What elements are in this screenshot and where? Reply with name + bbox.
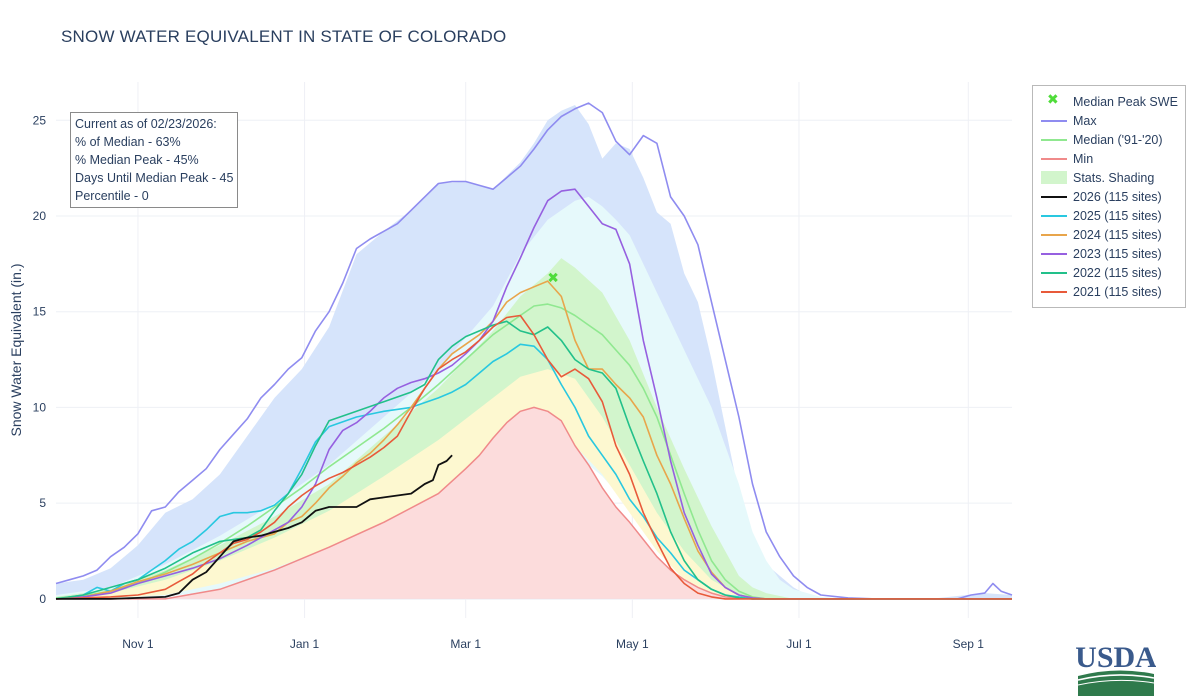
y-tick-label: 5 [39, 496, 46, 510]
legend-label: 2021 (115 sites) [1073, 284, 1162, 299]
legend-item[interactable]: 2025 (115 sites) [1033, 206, 1185, 225]
series-line-2024-115-sites [55, 280, 1012, 600]
series-line-max [55, 102, 1013, 600]
legend-swatch: ✖ [1039, 91, 1069, 111]
legend-swatch [1039, 149, 1069, 168]
legend-mark [1041, 234, 1067, 236]
y-tick-label: 25 [33, 113, 47, 127]
x-tick-label: Jan 1 [290, 637, 320, 651]
chart-legend: ✖ Median Peak SWE Max Median ('91-'20) Min St… [1032, 85, 1186, 308]
legend-mark [1041, 120, 1067, 122]
min-shading [56, 407, 1012, 599]
legend-swatch [1039, 244, 1069, 263]
legend-swatch [1039, 263, 1069, 282]
annotation-line: % of Median - 63% [75, 135, 181, 149]
legend-mark [1041, 158, 1067, 160]
legend-item[interactable]: 2023 (115 sites) [1033, 244, 1185, 263]
annotation-line: % Median Peak - 45% [75, 153, 199, 167]
legend-mark [1041, 171, 1067, 184]
annotation-line: Percentile - 0 [75, 189, 149, 203]
x-tick-label: Nov 1 [122, 637, 154, 651]
legend-item[interactable]: 2022 (115 sites) [1033, 263, 1185, 282]
annotation-line: Current as of 02/23/2026: [75, 117, 217, 131]
axes: 0 5 10 15 20 25 Nov 1 Jan 1 Mar 1 May 1 Jul 1 Sep 1… [8, 113, 984, 651]
x-tick-label: Jul 1 [786, 637, 812, 651]
x-marker-icon: ✖ [1047, 91, 1059, 107]
legend-label: 2026 (115 sites) [1073, 189, 1162, 204]
legend-item[interactable]: Max [1033, 111, 1185, 130]
x-tick-label: Mar 1 [450, 637, 481, 651]
chart-title: SNOW WATER EQUIVALENT IN STATE OF COLORA… [61, 27, 507, 46]
legend-mark [1041, 253, 1067, 255]
usda-logo-field-stripe [1077, 674, 1155, 681]
annotation-line: Days Until Median Peak - 45 [75, 171, 234, 185]
legend-item[interactable]: 2026 (115 sites) [1033, 187, 1185, 206]
y-tick-label: 10 [33, 400, 47, 414]
legend-label: 2024 (115 sites) [1073, 227, 1162, 242]
series-line-min [56, 406, 1012, 600]
legend-item[interactable]: Median ('91-'20) [1033, 130, 1185, 149]
usda-logo-field-stripe [1077, 679, 1155, 686]
markers: ✖ [547, 269, 559, 285]
usda-logo-text: USDA [1076, 641, 1156, 674]
legend-swatch [1039, 206, 1069, 225]
y-axis-label: Snow Water Equivalent (in.) [8, 264, 24, 437]
legend-swatch [1039, 130, 1069, 149]
y-tick-label: 15 [33, 305, 47, 319]
legend-item[interactable]: Stats. Shading [1033, 168, 1185, 187]
series-lines [55, 102, 1013, 600]
legend-mark [1041, 139, 1067, 141]
x-tick-label: May 1 [616, 637, 649, 651]
usda-logo: USDA [1076, 641, 1156, 696]
shading-band-p50band [56, 369, 1012, 599]
legend-item[interactable]: Min [1033, 149, 1185, 168]
legend-item[interactable]: 2024 (115 sites) [1033, 225, 1185, 244]
legend-swatch [1039, 282, 1069, 301]
legend-swatch [1039, 187, 1069, 206]
y-tick-label: 0 [39, 592, 46, 606]
series-line-2022-115-sites [55, 320, 1012, 600]
series-line-2021-115-sites [55, 314, 1012, 600]
legend-swatch [1039, 168, 1069, 187]
y-tick-label: 20 [33, 209, 47, 223]
legend-label: Min [1073, 151, 1094, 166]
current-status-annotation: Current as of 02/23/2026: % of Median - … [70, 112, 239, 208]
legend-mark [1041, 291, 1067, 293]
legend-label: Median Peak SWE [1073, 94, 1178, 109]
legend-item[interactable]: 2021 (115 sites) [1033, 282, 1185, 301]
x-tick-label: Sep 1 [953, 637, 985, 651]
series-line-2025-115-sites [55, 343, 1012, 600]
legend-label: 2025 (115 sites) [1073, 208, 1162, 223]
legend-label: Median ('91-'20) [1073, 132, 1163, 147]
legend-swatch [1039, 225, 1069, 244]
legend-label: Stats. Shading [1073, 170, 1155, 185]
series-line-median-91-20 [55, 303, 1012, 600]
legend-label: 2023 (115 sites) [1073, 246, 1162, 261]
series-line-2026-115-sites [56, 454, 453, 600]
legend-mark [1041, 215, 1067, 217]
legend-label: 2022 (115 sites) [1073, 265, 1162, 280]
legend-label: Max [1073, 113, 1097, 128]
legend-mark [1041, 196, 1067, 198]
legend-item[interactable]: ✖ Median Peak SWE [1033, 91, 1185, 111]
median-peak-marker: ✖ [547, 269, 559, 285]
legend-mark [1041, 272, 1067, 274]
legend-swatch [1039, 111, 1069, 130]
